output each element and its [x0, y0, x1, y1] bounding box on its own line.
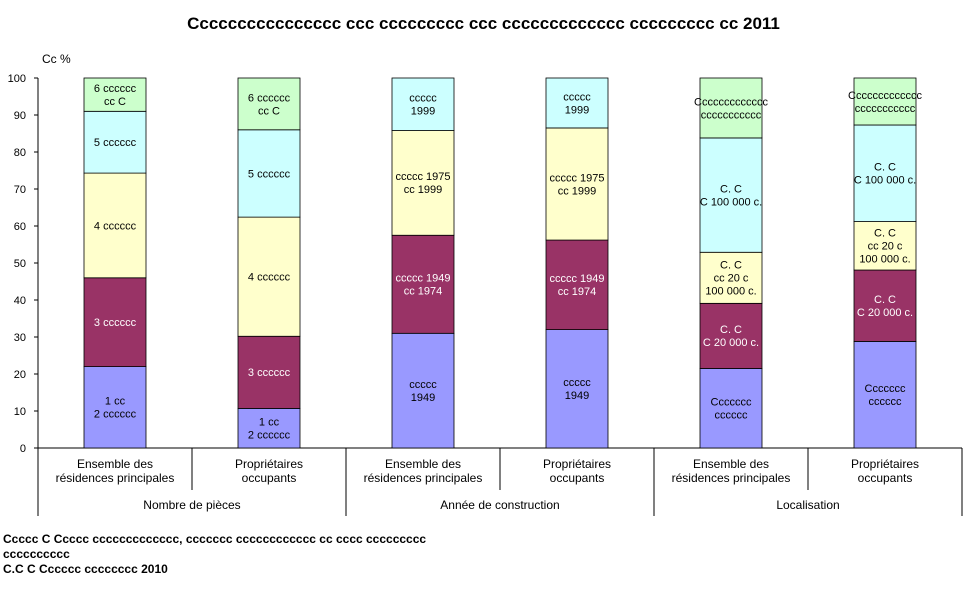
segment-label: 1 cc 2 cccccc: [94, 396, 137, 421]
segment-label: ccccc 1949: [563, 377, 591, 402]
bar-segment: [545, 127, 609, 241]
bar-segment: [83, 77, 147, 112]
bar-segment: [545, 329, 609, 449]
chart-title: Cccccccccccccccc ccc ccccccccc ccc ccccc…: [187, 14, 780, 33]
segment-label: ccccc 1999: [409, 93, 437, 118]
footnote-line: Ccccc C Ccccc ccccccccccccc, ccccccc ccc…: [3, 532, 427, 546]
segment-label: 6 cccccc cc C: [94, 83, 137, 108]
bar-segment: [83, 366, 147, 449]
y-tick-label: 70: [14, 184, 26, 196]
bar-segment: [853, 269, 917, 342]
group-label: Nombre de pièces: [143, 498, 240, 512]
segment-label: 4 cccccc: [248, 272, 291, 284]
y-axis-label: Cc %: [42, 52, 71, 66]
footnote-line: cccccccccc: [3, 547, 70, 561]
segment-label: ccccc 1949 cc 1974: [549, 273, 604, 298]
bar-segment: [83, 110, 147, 174]
y-tick-label: 30: [14, 332, 26, 344]
segment-label: ccccc 1975 cc 1999: [395, 171, 450, 196]
footnote: Ccccc C Ccccc ccccccccccccc, ccccccc ccc…: [3, 532, 426, 577]
y-tick-label: 90: [14, 110, 26, 122]
category-label: Propriétaires occupants: [235, 457, 303, 485]
bar-segment: [391, 130, 455, 236]
bar-segment: [391, 332, 455, 449]
segment-label: 4 cccccc: [94, 220, 137, 232]
y-tick-label: 10: [14, 406, 26, 418]
bar-segment: [391, 234, 455, 334]
segment-label: Ccccccccccccc ccccccccccc: [694, 96, 768, 121]
y-tick-label: 20: [14, 369, 26, 381]
category-label: Ensemble des résidences principales: [672, 457, 791, 485]
footnote-line: C.C C Cccccc cccccccc 2010: [3, 562, 168, 576]
y-tick-label: 0: [20, 443, 26, 455]
bar-segment: [699, 77, 763, 139]
bar-segment: [699, 302, 763, 369]
segment-label: Ccccccc cccccc: [865, 383, 906, 408]
category-label: Ensemble des résidences principales: [56, 457, 175, 485]
segment-label: 3 cccccc: [94, 317, 137, 329]
bar-segment: [545, 239, 609, 330]
segment-label: ccccc 1949 cc 1974: [395, 273, 450, 298]
segment-label: ccccc 1999: [563, 91, 591, 116]
bar-segment: [237, 77, 301, 131]
bar-segment: [853, 77, 917, 126]
segment-label: 6 cccccc cc C: [248, 92, 291, 117]
bar-segment: [699, 251, 763, 304]
bar-segment: [237, 216, 301, 337]
segment-label: 3 cccccc: [248, 367, 291, 379]
category-label: Propriétaires occupants: [543, 457, 611, 485]
bar-segment: [83, 172, 147, 279]
category-label: Ensemble des résidences principales: [364, 457, 483, 485]
bar-segment: [237, 335, 301, 409]
bar-segment: [545, 77, 609, 129]
bar-segment: [853, 124, 917, 222]
segment-label: 5 cccccc: [94, 137, 137, 149]
group-label: Localisation: [776, 498, 839, 512]
bar-segment: [237, 408, 301, 449]
segment-label: ccccc 1975 cc 1999: [549, 172, 604, 197]
segment-label: 1 cc 2 cccccc: [248, 417, 291, 442]
y-tick-label: 100: [8, 73, 26, 85]
bar-segment: [699, 137, 763, 253]
bar-segment: [699, 368, 763, 449]
bar-segment: [391, 77, 455, 131]
segment-label: Ccccccc cccccc: [711, 397, 752, 422]
segment-label: ccccc 1949: [409, 379, 437, 404]
y-tick-label: 80: [14, 147, 26, 159]
y-tick-label: 40: [14, 295, 26, 307]
y-tick-label: 50: [14, 258, 26, 270]
bar-segment: [853, 341, 917, 449]
group-label: Année de construction: [440, 498, 559, 512]
bar-segment: [853, 221, 917, 271]
category-label: Propriétaires occupants: [851, 457, 919, 485]
segment-label: Ccccccccccccc ccccccccccc: [848, 90, 922, 115]
bar-segment: [83, 277, 147, 367]
y-tick-label: 60: [14, 221, 26, 233]
segment-label: 5 cccccc: [248, 168, 291, 180]
plot-area: 0 10 20 30 40 50 60 70 80 90 100 Ensemble des réside…: [8, 73, 963, 516]
